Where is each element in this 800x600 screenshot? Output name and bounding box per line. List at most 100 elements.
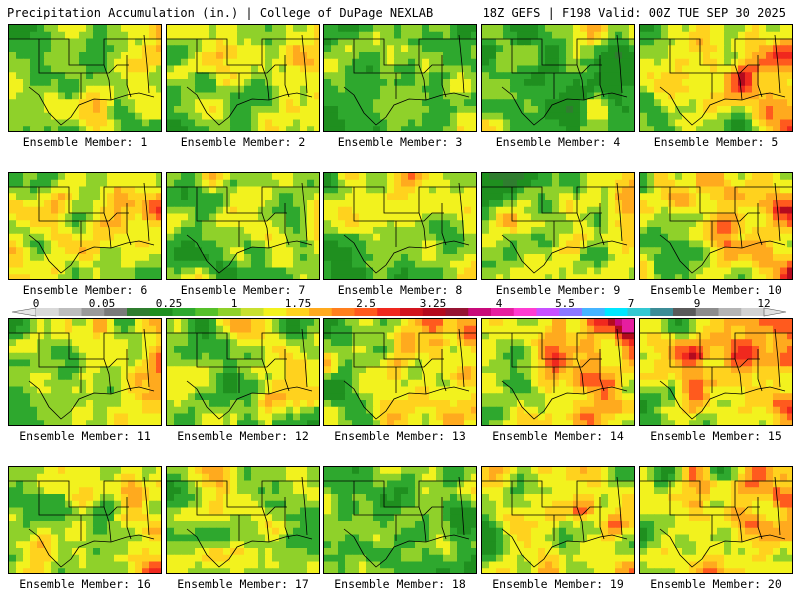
precip-cell <box>401 366 409 374</box>
precip-cell <box>401 373 409 381</box>
precip-cell <box>244 58 252 67</box>
precip-cell <box>464 267 472 275</box>
precip-cell <box>16 359 24 367</box>
precip-cell <box>640 99 648 107</box>
precip-cell <box>745 247 753 255</box>
precip-cell <box>188 52 196 60</box>
precip-cell <box>79 400 87 408</box>
precip-cell <box>759 25 767 33</box>
precip-cell <box>366 393 374 401</box>
precip-cell <box>587 58 595 67</box>
precip-cell <box>429 325 437 334</box>
precip-cell <box>352 346 360 354</box>
precip-cell <box>359 339 367 347</box>
precip-cell <box>121 31 129 40</box>
precip-cell <box>121 359 129 367</box>
precip-cell <box>482 119 490 127</box>
precip-cell <box>482 179 490 188</box>
precip-cell <box>352 65 360 73</box>
precip-cell <box>251 186 259 194</box>
precip-cell <box>272 325 280 334</box>
precip-cell <box>608 179 616 188</box>
precip-cell <box>279 400 287 408</box>
precip-cell <box>72 72 80 80</box>
precip-cell <box>380 220 388 228</box>
precip-cell <box>496 386 504 394</box>
precip-cell <box>517 119 525 127</box>
precip-cell <box>195 352 203 361</box>
precip-cell <box>23 179 31 188</box>
precip-cell <box>759 106 767 114</box>
precip-cell <box>93 393 101 401</box>
precip-cell <box>216 339 224 347</box>
precip-cell <box>286 406 294 415</box>
precip-cell <box>300 45 308 53</box>
precip-cell <box>450 393 458 401</box>
precip-cell <box>489 359 497 367</box>
precip-cell <box>373 400 381 408</box>
precip-cell <box>464 379 472 388</box>
precip-cell <box>545 31 553 40</box>
precip-cell <box>436 92 444 100</box>
precip-cell <box>345 366 353 374</box>
precip-cell <box>121 406 129 415</box>
precip-cell <box>552 213 560 221</box>
precip-cell <box>65 126 73 131</box>
precip-cell <box>668 274 676 279</box>
precip-cell <box>181 173 189 181</box>
precip-cell <box>731 179 739 188</box>
precip-cell <box>79 227 87 235</box>
precip-cell <box>345 220 353 228</box>
precip-cell <box>503 274 511 279</box>
precip-cell <box>135 346 143 354</box>
precip-cell <box>622 274 630 279</box>
precip-cell <box>359 420 367 425</box>
boundary-line <box>616 182 623 242</box>
precip-cell <box>286 386 294 394</box>
precip-cell <box>503 220 511 228</box>
precip-cell <box>503 359 511 367</box>
precip-cell <box>258 373 266 381</box>
precip-cell <box>359 254 367 262</box>
precip-cell <box>202 119 210 127</box>
precip-cell <box>538 92 546 100</box>
precip-cell <box>16 233 24 242</box>
precip-cell <box>524 267 532 275</box>
precip-cell <box>394 400 402 408</box>
precip-cell <box>23 325 31 334</box>
precip-cell <box>272 119 280 127</box>
precip-cell <box>135 92 143 100</box>
precip-cell <box>471 206 476 215</box>
precip-cell <box>380 413 388 421</box>
precip-cell <box>787 260 792 269</box>
precip-cell <box>307 79 315 87</box>
precip-cell <box>121 254 129 262</box>
precip-cell <box>202 366 210 374</box>
precip-cell <box>380 406 388 415</box>
precip-cell <box>552 45 560 53</box>
precip-cell <box>237 179 245 188</box>
precip-cell <box>181 112 189 121</box>
precip-cell <box>9 413 17 421</box>
precip-cell <box>167 31 175 40</box>
precip-cell <box>366 173 374 181</box>
precip-cell <box>450 200 458 208</box>
precip-cell <box>366 206 374 215</box>
precip-cell <box>107 274 115 279</box>
precip-cell <box>352 45 360 53</box>
precip-cell <box>615 325 623 334</box>
precip-cell <box>429 359 437 367</box>
precip-cell <box>629 38 634 46</box>
precip-cell <box>100 173 108 181</box>
precip-cell <box>324 339 332 347</box>
precip-cell <box>380 379 388 388</box>
precip-cell <box>422 379 430 388</box>
precip-cell <box>408 227 416 235</box>
precip-cell <box>149 99 157 107</box>
precip-cell <box>181 247 189 255</box>
precip-cell <box>114 213 122 221</box>
boundary-line <box>734 64 743 101</box>
precip-cell <box>710 38 718 46</box>
precip-cell <box>107 106 115 114</box>
precip-cell <box>44 247 52 255</box>
